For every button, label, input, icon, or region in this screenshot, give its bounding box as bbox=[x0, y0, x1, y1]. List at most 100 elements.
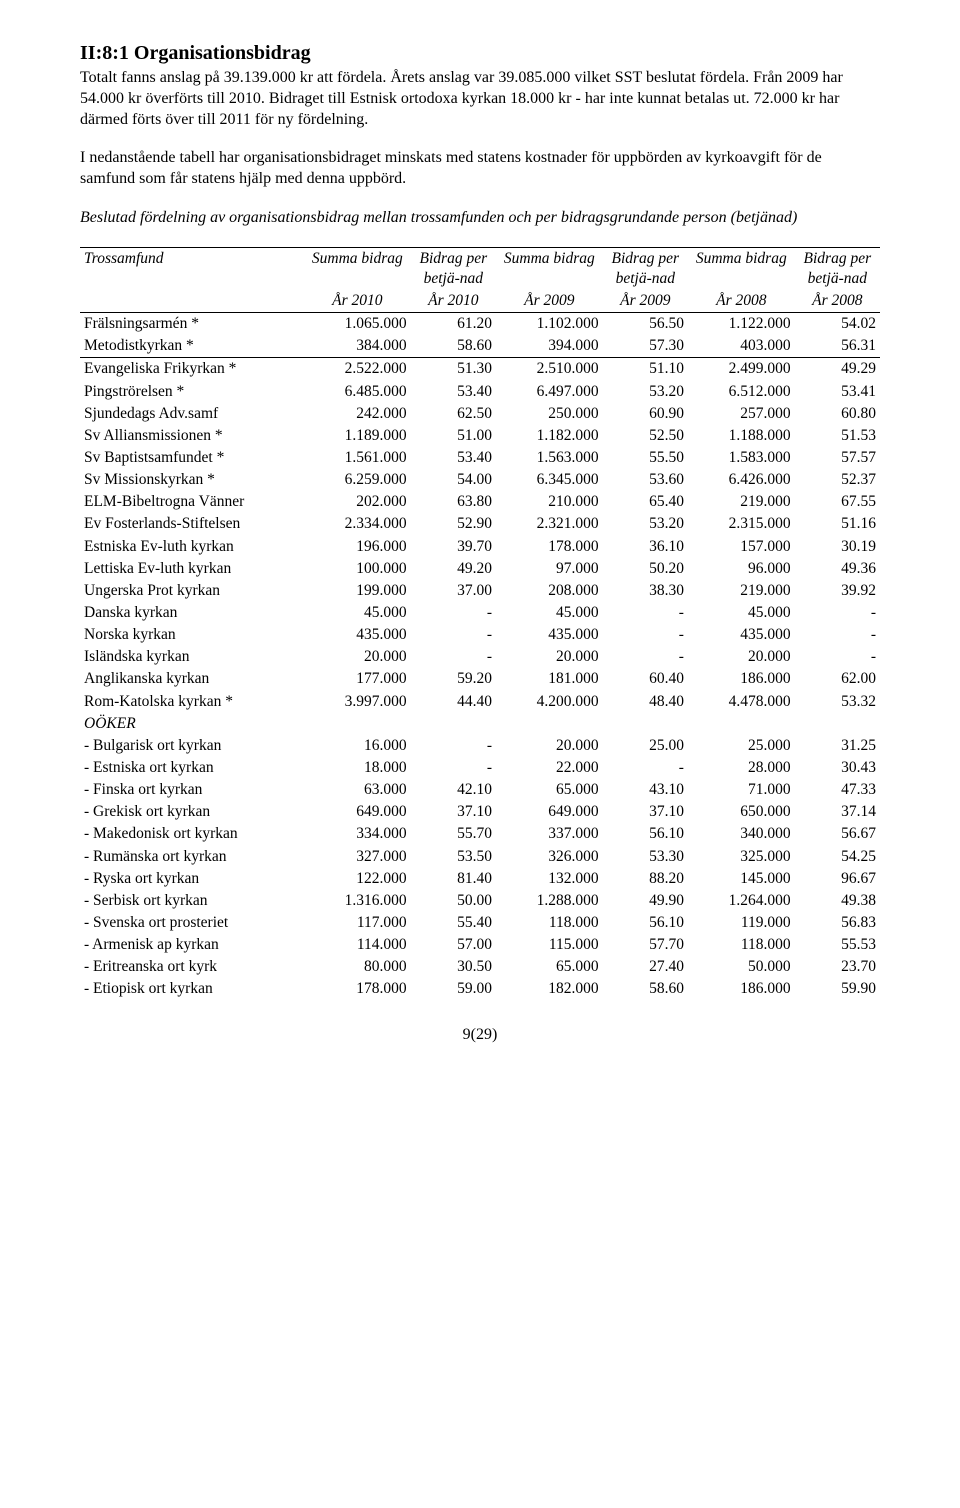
table-row: - Estniska ort kyrkan18.000-22.000-28.00… bbox=[80, 757, 880, 779]
row-value: 157.000 bbox=[688, 536, 795, 558]
row-value bbox=[411, 713, 496, 735]
row-value: 219.000 bbox=[688, 491, 795, 513]
row-value: 60.90 bbox=[603, 403, 688, 425]
row-value: 58.60 bbox=[603, 978, 688, 1000]
section-heading: II:8:1 Organisationsbidrag bbox=[80, 40, 880, 66]
row-value: 61.20 bbox=[411, 313, 496, 336]
row-name: Frälsningsarmén * bbox=[80, 313, 304, 336]
row-value: - bbox=[411, 624, 496, 646]
row-value: 20.000 bbox=[496, 735, 603, 757]
table-row: Sv Baptistsamfundet *1.561.00053.401.563… bbox=[80, 447, 880, 469]
row-name: - Rumänska ort kyrkan bbox=[80, 846, 304, 868]
row-value: 325.000 bbox=[688, 846, 795, 868]
row-value: 88.20 bbox=[603, 868, 688, 890]
row-value: 59.90 bbox=[795, 978, 880, 1000]
col-header-trossamfund: Trossamfund bbox=[80, 247, 304, 290]
row-value: 53.50 bbox=[411, 846, 496, 868]
row-name: - Eritreanska ort kyrk bbox=[80, 956, 304, 978]
row-name: Metodistkyrkan * bbox=[80, 335, 304, 358]
row-name: Norska kyrkan bbox=[80, 624, 304, 646]
row-value: 50.20 bbox=[603, 558, 688, 580]
row-value: 49.90 bbox=[603, 890, 688, 912]
row-name: - Grekisk ort kyrkan bbox=[80, 801, 304, 823]
table-body: Frälsningsarmén *1.065.00061.201.102.000… bbox=[80, 313, 880, 1001]
intro-paragraph-2: I nedanstående tabell har organisationsb… bbox=[80, 148, 880, 190]
row-value: 337.000 bbox=[496, 823, 603, 845]
row-name: - Armenisk ap kyrkan bbox=[80, 934, 304, 956]
row-value: 1.122.000 bbox=[688, 313, 795, 336]
row-value: 199.000 bbox=[304, 580, 411, 602]
row-name: Rom-Katolska kyrkan * bbox=[80, 691, 304, 713]
row-value: 53.30 bbox=[603, 846, 688, 868]
row-value: 49.36 bbox=[795, 558, 880, 580]
intro-paragraph-3: Beslutad fördelning av organisationsbidr… bbox=[80, 208, 880, 229]
row-value: 18.000 bbox=[304, 757, 411, 779]
row-value: 435.000 bbox=[304, 624, 411, 646]
row-value: 54.02 bbox=[795, 313, 880, 336]
table-row: ELM-Bibeltrogna Vänner202.00063.80210.00… bbox=[80, 491, 880, 513]
row-value: 1.188.000 bbox=[688, 425, 795, 447]
row-name: - Serbisk ort kyrkan bbox=[80, 890, 304, 912]
row-value: 115.000 bbox=[496, 934, 603, 956]
row-value: 37.10 bbox=[411, 801, 496, 823]
row-value: 649.000 bbox=[496, 801, 603, 823]
row-value: 20.000 bbox=[304, 646, 411, 668]
row-name: Sv Missionskyrkan * bbox=[80, 469, 304, 491]
row-value: 177.000 bbox=[304, 668, 411, 690]
row-value: 51.00 bbox=[411, 425, 496, 447]
row-value: - bbox=[603, 624, 688, 646]
row-value: 28.000 bbox=[688, 757, 795, 779]
row-value: 52.90 bbox=[411, 513, 496, 535]
row-value: - bbox=[603, 757, 688, 779]
table-row: Metodistkyrkan *384.00058.60394.00057.30… bbox=[80, 335, 880, 358]
row-value: 6.259.000 bbox=[304, 469, 411, 491]
row-value: 50.00 bbox=[411, 890, 496, 912]
year-2008-b: År 2008 bbox=[795, 290, 880, 313]
row-value: 53.40 bbox=[411, 447, 496, 469]
table-row: Sv Alliansmissionen *1.189.00051.001.182… bbox=[80, 425, 880, 447]
row-value: 71.000 bbox=[688, 779, 795, 801]
table-row: - Etiopisk ort kyrkan178.00059.00182.000… bbox=[80, 978, 880, 1000]
row-value: 435.000 bbox=[688, 624, 795, 646]
row-value: 54.00 bbox=[411, 469, 496, 491]
row-value: 57.00 bbox=[411, 934, 496, 956]
row-value: 114.000 bbox=[304, 934, 411, 956]
row-value: 326.000 bbox=[496, 846, 603, 868]
row-value: 56.67 bbox=[795, 823, 880, 845]
row-value: 1.264.000 bbox=[688, 890, 795, 912]
row-value: 53.20 bbox=[603, 381, 688, 403]
row-name: Sv Baptistsamfundet * bbox=[80, 447, 304, 469]
col-header-bidrag-1: Bidrag per betjä-nad bbox=[411, 247, 496, 290]
row-value: 6.426.000 bbox=[688, 469, 795, 491]
row-value: 96.67 bbox=[795, 868, 880, 890]
table-row: - Grekisk ort kyrkan649.00037.10649.0003… bbox=[80, 801, 880, 823]
row-value: 62.50 bbox=[411, 403, 496, 425]
row-name: Estniska Ev-luth kyrkan bbox=[80, 536, 304, 558]
row-value: 650.000 bbox=[688, 801, 795, 823]
row-value: 56.10 bbox=[603, 823, 688, 845]
row-value: 2.321.000 bbox=[496, 513, 603, 535]
row-name: Lettiska Ev-luth kyrkan bbox=[80, 558, 304, 580]
row-value: 53.32 bbox=[795, 691, 880, 713]
row-value: - bbox=[795, 602, 880, 624]
row-value: 42.10 bbox=[411, 779, 496, 801]
row-value: 96.000 bbox=[688, 558, 795, 580]
row-value: 80.000 bbox=[304, 956, 411, 978]
row-value: 340.000 bbox=[688, 823, 795, 845]
table-row: - Makedonisk ort kyrkan334.00055.70337.0… bbox=[80, 823, 880, 845]
table-row: Frälsningsarmén *1.065.00061.201.102.000… bbox=[80, 313, 880, 336]
row-value bbox=[496, 713, 603, 735]
row-value: 59.20 bbox=[411, 668, 496, 690]
row-value: 57.57 bbox=[795, 447, 880, 469]
row-value: 51.30 bbox=[411, 358, 496, 381]
year-2009-b: År 2009 bbox=[603, 290, 688, 313]
table-row: - Finska ort kyrkan63.00042.1065.00043.1… bbox=[80, 779, 880, 801]
row-value: 22.000 bbox=[496, 757, 603, 779]
table-row: - Armenisk ap kyrkan114.00057.00115.0005… bbox=[80, 934, 880, 956]
row-value: 57.30 bbox=[603, 335, 688, 358]
page: II:8:1 Organisationsbidrag Totalt fanns … bbox=[0, 0, 960, 1065]
row-value: 6.345.000 bbox=[496, 469, 603, 491]
row-value: 45.000 bbox=[688, 602, 795, 624]
row-value: 327.000 bbox=[304, 846, 411, 868]
row-name: Evangeliska Frikyrkan * bbox=[80, 358, 304, 381]
